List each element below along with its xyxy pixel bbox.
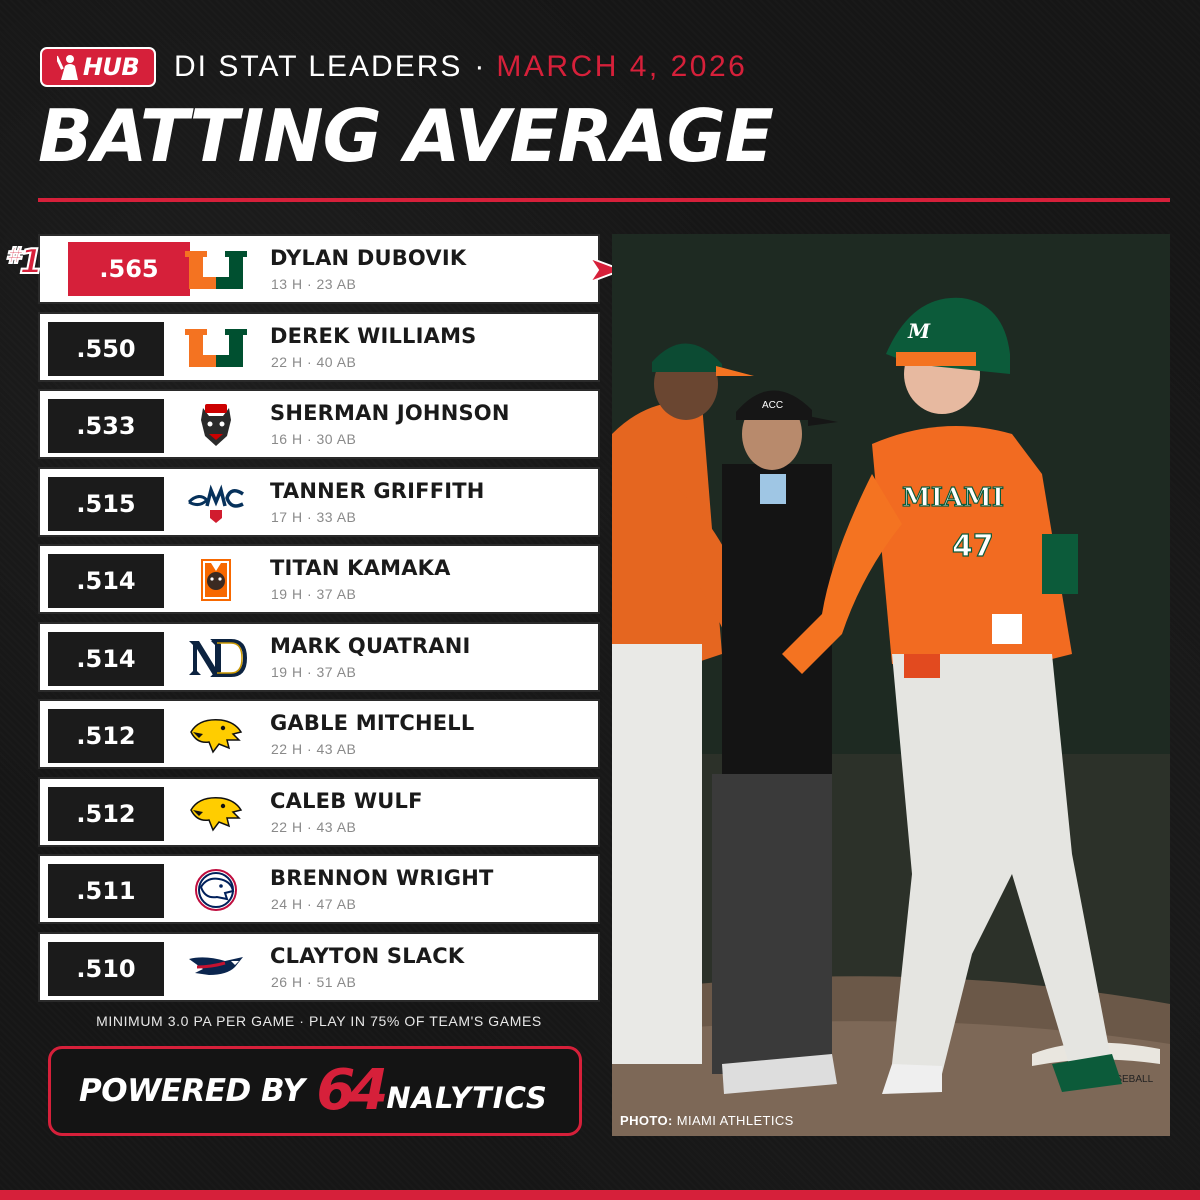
batting-average: .510 (48, 941, 164, 996)
smc-gaels-logo-icon (184, 480, 248, 526)
header-date: MARCH 4, 2026 (496, 50, 748, 83)
player-name: TANNER GRIFFITH (270, 478, 485, 503)
player-stats: 16 H · 30 AB (271, 431, 357, 447)
title-divider (38, 198, 1170, 202)
rank-badge: #1 (5, 241, 44, 283)
batting-average: .533 (48, 399, 164, 453)
leader-row: .512 GABLE MITCHELL 22 H · 43 AB (38, 699, 600, 769)
player-name: MARK QUATRANI (270, 633, 471, 658)
player-photo: BASEBALL ACC M MIAMI 47 PH (612, 234, 1170, 1136)
player-stats: 19 H · 37 AB (271, 586, 357, 602)
header-title: DI STAT LEADERS (174, 50, 463, 83)
mercer-bear-logo-icon (184, 557, 248, 603)
batting-average: .511 (48, 864, 164, 918)
miami-u-logo-icon (184, 247, 248, 293)
player-name: SHERMAN JOHNSON (270, 401, 510, 425)
player-stats: 13 H · 23 AB (271, 276, 357, 292)
hub-logo: HUB (40, 47, 156, 87)
jersey-text: MIAMI (902, 483, 1004, 513)
batting-average: .514 (48, 554, 164, 608)
nc-state-wolf-logo-icon (184, 402, 248, 448)
page-title: BATTING AVERAGE (38, 94, 774, 178)
player-stats: 22 H · 43 AB (271, 818, 357, 835)
player-name: DEREK WILLIAMS (270, 323, 477, 348)
player-name: GABLE MITCHELL (270, 711, 475, 735)
batting-average: .512 (48, 786, 164, 841)
header-separator: · (474, 50, 485, 83)
player-stats: 22 H · 40 AB (271, 353, 357, 370)
leader-pointer-icon (587, 255, 625, 285)
celebration-photo-illustration: BASEBALL ACC M MIAMI 47 (612, 234, 1170, 1136)
notre-dame-nd-logo-icon (184, 635, 248, 681)
batting-average: .514 (48, 631, 164, 686)
header: HUB DI STAT LEADERS · MARCH 4, 2026 (40, 46, 747, 88)
qualification-note: MINIMUM 3.0 PA PER GAME · PLAY IN 75% OF… (96, 1013, 542, 1029)
player-stats: 26 H · 51 AB (271, 973, 357, 990)
player-stats: 24 H · 47 AB (271, 896, 357, 912)
leader-row: .510 CLAYTON SLACK 26 H · 51 AB (38, 931, 600, 1002)
powered-by-label: POWERED BY (79, 1073, 305, 1109)
jersey-number: 47 (952, 529, 994, 564)
player-name: BRENNON WRIGHT (270, 866, 494, 890)
leader-row: .515 TANNER GRIFFITH 17 H · 33 AB (38, 466, 600, 537)
iowa-hawkeye-logo-icon (184, 712, 248, 758)
sponsor-logo-text: NALYTICS (386, 1081, 548, 1115)
player-name: TITAN KAMAKA (270, 556, 451, 580)
leaders-list: #1 .565 DYLAN DUBOVIK 13 H · 23 AB .550 … (5, 234, 600, 1009)
player-name: CALEB WULF (270, 788, 423, 813)
leader-row: .512 CALEB WULF 22 H · 43 AB (38, 776, 600, 847)
player-name: CLAYTON SLACK (270, 943, 465, 968)
sponsor-logo-number: 64 (316, 1058, 388, 1123)
mound-logo-text: BASEBALL (1102, 1074, 1154, 1085)
batting-average: .512 (48, 709, 164, 763)
leader-row: #1 .565 DYLAN DUBOVIK 13 H · 23 AB (5, 234, 600, 304)
powered-by-banner: POWERED BY 64 NALYTICS (48, 1046, 582, 1136)
player-stats: 19 H · 37 AB (271, 663, 357, 680)
batting-average: .515 (48, 476, 164, 531)
liberty-flames-eagle-logo-icon (184, 945, 248, 991)
south-alabama-jaguar-logo-icon (184, 867, 248, 913)
leader-row: .533 SHERMAN JOHNSON 16 H · 30 AB (38, 389, 600, 459)
leader-row: .550 DEREK WILLIAMS 22 H · 40 AB (38, 311, 600, 382)
hub-logo-text: HUB (82, 53, 140, 81)
batting-average: .565 (68, 242, 190, 296)
leader-row: .514 MARK QUATRANI 19 H · 37 AB (38, 621, 600, 692)
photo-credit: PHOTO: MIAMI ATHLETICS (620, 1113, 794, 1128)
leader-row: .514 TITAN KAMAKA 19 H · 37 AB (38, 544, 600, 614)
photo-credit-source: MIAMI ATHLETICS (676, 1113, 794, 1128)
helmet-letter: M (907, 319, 931, 343)
leader-row: .511 BRENNON WRIGHT 24 H · 47 AB (38, 854, 600, 924)
miami-u-logo-icon (184, 325, 248, 371)
iowa-hawkeye-logo-icon (184, 790, 248, 836)
batter-icon (56, 55, 78, 80)
player-name: DYLAN DUBOVIK (270, 246, 467, 270)
player-stats: 22 H · 43 AB (271, 741, 357, 757)
batting-average: .550 (48, 321, 164, 376)
umpire-cap-text: ACC (762, 400, 783, 411)
bottom-accent-bar (0, 1190, 1200, 1200)
photo-credit-label: PHOTO: (620, 1113, 673, 1128)
player-stats: 17 H · 33 AB (271, 508, 357, 525)
